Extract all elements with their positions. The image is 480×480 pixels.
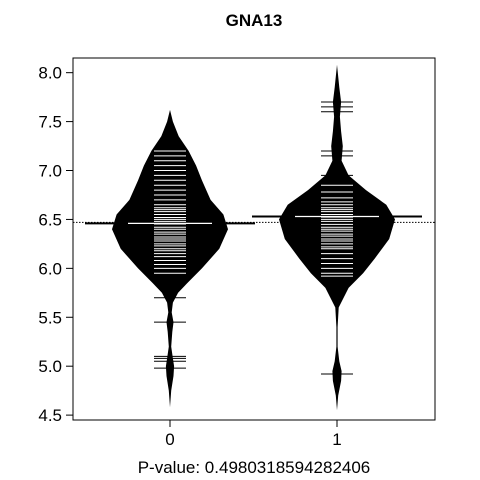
bean-0 <box>112 109 228 408</box>
p-value-label: P-value: 0.4980318594282406 <box>138 458 371 477</box>
y-tick-label: 6.0 <box>38 259 62 278</box>
y-tick-label: 5.0 <box>38 357 62 376</box>
y-tick-label: 4.5 <box>38 406 62 425</box>
x-tick-label: 0 <box>165 430 174 449</box>
y-axis: 4.5 5.0 5.5 6.0 6.5 7.0 7.5 8.0 <box>38 64 73 425</box>
bean-1 <box>279 64 395 411</box>
x-tick-label: 1 <box>332 430 341 449</box>
chart-title: GNA13 <box>226 11 283 30</box>
y-tick-label: 7.0 <box>38 162 62 181</box>
y-tick-label: 5.5 <box>38 308 62 327</box>
plot-area <box>73 64 435 411</box>
y-tick-label: 6.5 <box>38 210 62 229</box>
y-tick-label: 8.0 <box>38 64 62 83</box>
y-tick-label: 7.5 <box>38 113 62 132</box>
plot-frame <box>72 57 436 421</box>
